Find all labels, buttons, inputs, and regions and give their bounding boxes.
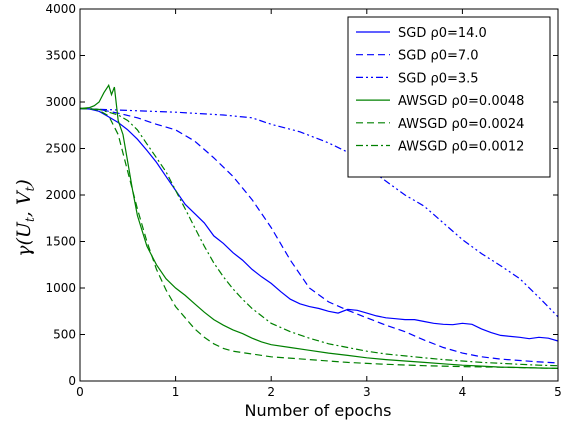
y-tick-label: 1500	[45, 235, 76, 249]
x-tick-label: 5	[554, 385, 562, 399]
legend-entry: AWSGD ρ0=0.0012	[398, 140, 524, 155]
y-tick-label: 2000	[45, 188, 76, 202]
series-line-4	[80, 107, 559, 369]
legend-entry: SGD ρ0=7.0	[398, 49, 479, 64]
series-line-3	[79, 83, 559, 369]
x-axis-label: Number of epochs	[245, 401, 392, 420]
y-axis-label: γ(Ut, Vt)	[13, 179, 37, 257]
y-tick-label: 4000	[45, 2, 76, 16]
y-tick-label: 3000	[45, 95, 76, 109]
legend: SGD ρ0=14.0 SGD ρ0=7.0 SGD ρ0=3.5 AWSGD ρ0=…	[347, 16, 551, 178]
y-tick-label: 2500	[45, 142, 76, 156]
y-tick-label: 500	[53, 328, 76, 342]
series-line-0	[79, 107, 559, 342]
legend-entry: SGD ρ0=14.0	[398, 26, 487, 41]
legend-entry: AWSGD ρ0=0.0024	[398, 117, 524, 132]
y-axis-label-text: γ(Ut, Vt)	[13, 179, 37, 257]
y-tick-label: 1000	[45, 281, 76, 295]
y-tick-label: 3500	[45, 49, 76, 63]
x-tick-label: 4	[459, 385, 467, 399]
x-tick-label: 3	[363, 385, 371, 399]
x-tick-label: 1	[172, 385, 180, 399]
legend-box	[347, 16, 551, 178]
legend-entry: SGD ρ0=3.5	[398, 71, 479, 86]
y-tick-label: 0	[68, 374, 76, 388]
legend-entry: AWSGD ρ0=0.0048	[398, 94, 524, 109]
x-tick-label: 0	[76, 385, 84, 399]
x-tick-label: 2	[267, 385, 275, 399]
series-line-1	[79, 107, 559, 364]
ticks-layer: 0 1 2 3 4 5 0 500 1000 1500 2000 2500 3000 3500 4000	[45, 2, 561, 399]
